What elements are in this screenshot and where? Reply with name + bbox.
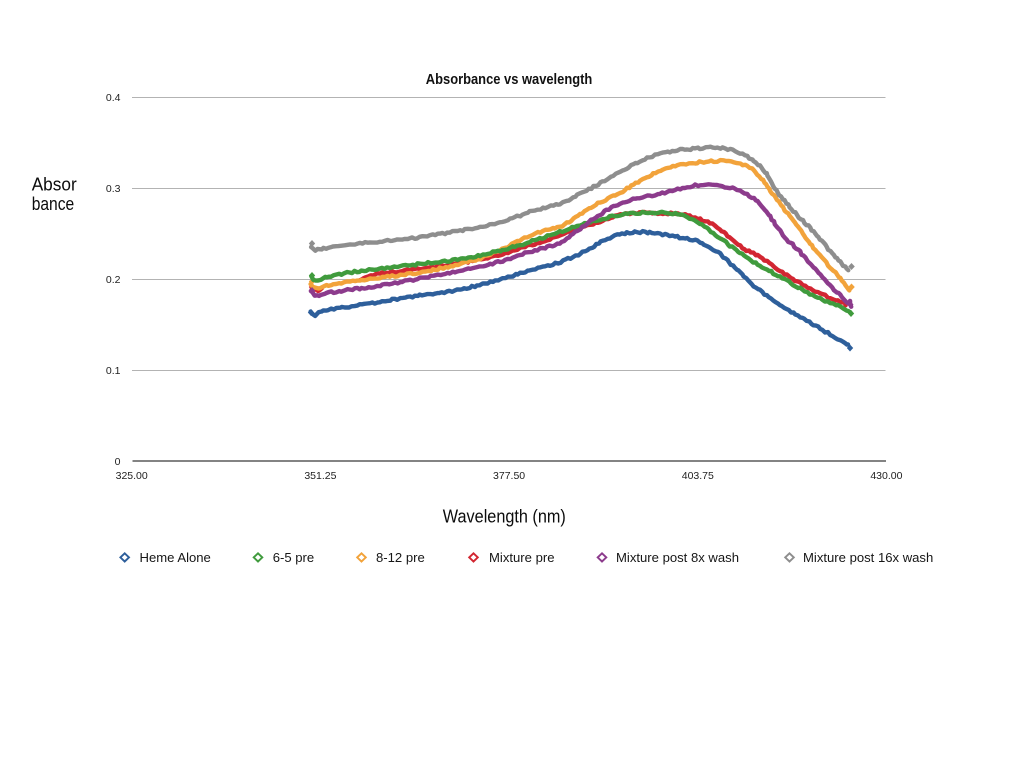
svg-text:0.2: 0.2	[106, 274, 121, 286]
svg-text:0.1: 0.1	[106, 365, 121, 377]
svg-text:377.50: 377.50	[493, 470, 525, 482]
svg-text:0.4: 0.4	[106, 92, 121, 104]
svg-text:0.3: 0.3	[106, 183, 121, 195]
svg-text:351.25: 351.25	[304, 470, 336, 482]
svg-text:6-5 pre: 6-5 pre	[273, 550, 315, 565]
svg-text:Heme Alone: Heme Alone	[140, 550, 211, 565]
svg-text:0: 0	[115, 456, 121, 468]
svg-text:Mixture post 16x wash: Mixture post 16x wash	[803, 550, 933, 565]
svg-text:bance: bance	[32, 194, 74, 214]
svg-text:Absor: Absor	[32, 175, 77, 195]
svg-text:430.00: 430.00	[870, 470, 902, 482]
svg-text:325.00: 325.00	[116, 470, 148, 482]
svg-text:Mixture pre: Mixture pre	[489, 550, 555, 565]
svg-text:Mixture post 8x wash: Mixture post 8x wash	[616, 550, 739, 565]
svg-text:Absorbance vs wavelength: Absorbance vs wavelength	[426, 72, 593, 88]
svg-text:403.75: 403.75	[682, 470, 714, 482]
svg-text:8-12 pre: 8-12 pre	[376, 550, 425, 565]
svg-text:Wavelength (nm): Wavelength (nm)	[443, 507, 566, 527]
